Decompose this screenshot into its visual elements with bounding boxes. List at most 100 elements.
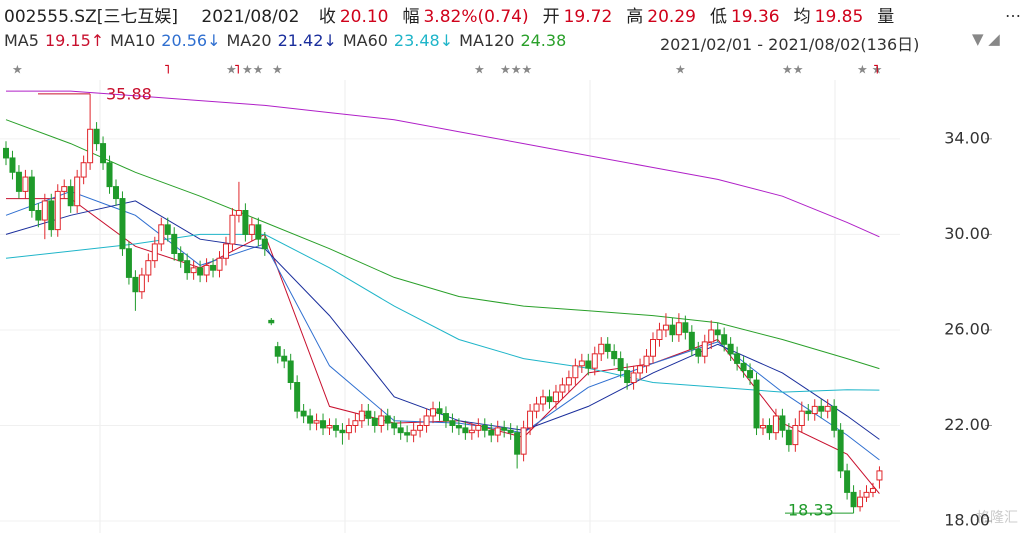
candle-body [695,348,702,357]
candle-body [662,324,669,331]
candle-body [423,415,430,427]
candle-body [863,491,870,498]
candle-body [332,425,339,431]
candle-body [533,403,540,412]
candle-body [598,343,605,355]
candle-body [527,410,534,429]
candle-body [701,341,708,357]
ma-line [5,119,880,370]
quote-label: 幅 [402,7,420,27]
quote-items: 收 20.10 幅 3.82%(0.74) 开 19.72 高 20.29 低 19.36 均 19.… [319,7,898,27]
toolbar-icons[interactable]: ▼ ◢ [972,30,1000,48]
candle-body [462,427,469,434]
candle-body [604,343,611,352]
candle-body [611,350,618,360]
candle-body [119,198,126,250]
min-label: 18.33 [788,501,834,520]
quote-label: 均 [793,7,811,27]
candle-body [656,329,663,341]
candle-body [151,243,158,262]
candle-body [41,200,48,221]
candle-body [688,331,695,350]
candle-body [675,322,682,336]
quote-label: 量 [877,7,895,27]
candle-body [844,470,851,493]
candle-body [222,243,229,259]
candle-body [164,224,171,235]
event-star: ★ ★ [857,63,882,77]
candle-body [268,319,275,324]
candle-body [125,248,132,278]
quote-label: 收 [318,7,336,27]
quote-label: 高 [626,7,644,27]
candle-body [869,488,876,493]
max-label: 35.88 [106,84,152,103]
quote-value: 20.10 [339,7,389,27]
candle-body [488,429,495,436]
candle-body [572,365,579,379]
candle-body [22,176,29,192]
candle-body [352,420,359,427]
y-tick-label: 30.00 [944,224,990,243]
candle-body [630,372,637,384]
range-text: 2021/02/01 - 2021/08/02(136日) [660,35,920,54]
candle-body [792,425,799,446]
candle-body [365,410,372,419]
candle-body [248,224,255,235]
candle-body [798,410,805,426]
candle-body [449,420,456,427]
event-row: ★ ★ ★★ ★ ★ ★★★ ★ ★★ ★ ★ ˥ ˥ ˥ [12,63,882,77]
legend-name: MA120 [459,31,515,50]
candle-body [559,384,566,393]
candle-body [624,370,631,383]
candle-body [345,425,352,434]
quote-label: 开 [542,7,560,27]
candle-body [591,353,598,369]
candle-body [785,429,792,446]
candle-body [772,415,779,434]
candle-body [28,176,35,211]
more-icon[interactable]: … [1005,2,1021,21]
candle-body [721,334,728,345]
candle-body [74,176,81,207]
candle-body [481,425,488,431]
quote-value: 3.82%(0.74) [423,7,529,27]
candle-body [585,360,592,369]
candle-body [112,186,119,200]
candle-body [714,329,721,336]
candle-body [391,422,398,429]
candle-body [197,267,204,276]
quote-bar: 002555.SZ[三七互娱] 2021/08/02 收 20.10 幅 3.82%(… [4,2,902,28]
legend-name: MA10 [110,31,156,50]
stock-title: 002555.SZ[三七互娱] [4,7,179,27]
candle-body [210,264,217,271]
candle-body [339,429,346,434]
candle-body [766,425,773,434]
event-star: ★ [675,63,686,77]
candle-body [436,408,443,415]
candle-body [734,353,741,364]
candle-body [274,346,281,357]
candle-body [320,420,327,429]
candle-body [255,224,262,240]
candle-body [578,360,585,367]
event-star: ★★ [782,63,804,77]
candle-body [514,432,521,455]
candle-body [682,322,689,333]
legend-name: MA5 [4,31,39,50]
candle-body [494,427,501,436]
candle-body [430,408,437,417]
candle-body [475,425,482,431]
candle-body [235,210,242,216]
candle-body [650,339,656,357]
quote-date: 2021/08/02 [201,7,300,27]
candle-body [177,253,184,262]
candle-body [617,358,624,372]
candle-body [242,210,249,235]
candle-body [190,267,197,274]
candle-body [740,362,747,372]
event-star: ★ [226,63,237,77]
quote-value: 19.72 [563,7,613,27]
candle-body [3,147,9,159]
candle-body [520,427,527,455]
